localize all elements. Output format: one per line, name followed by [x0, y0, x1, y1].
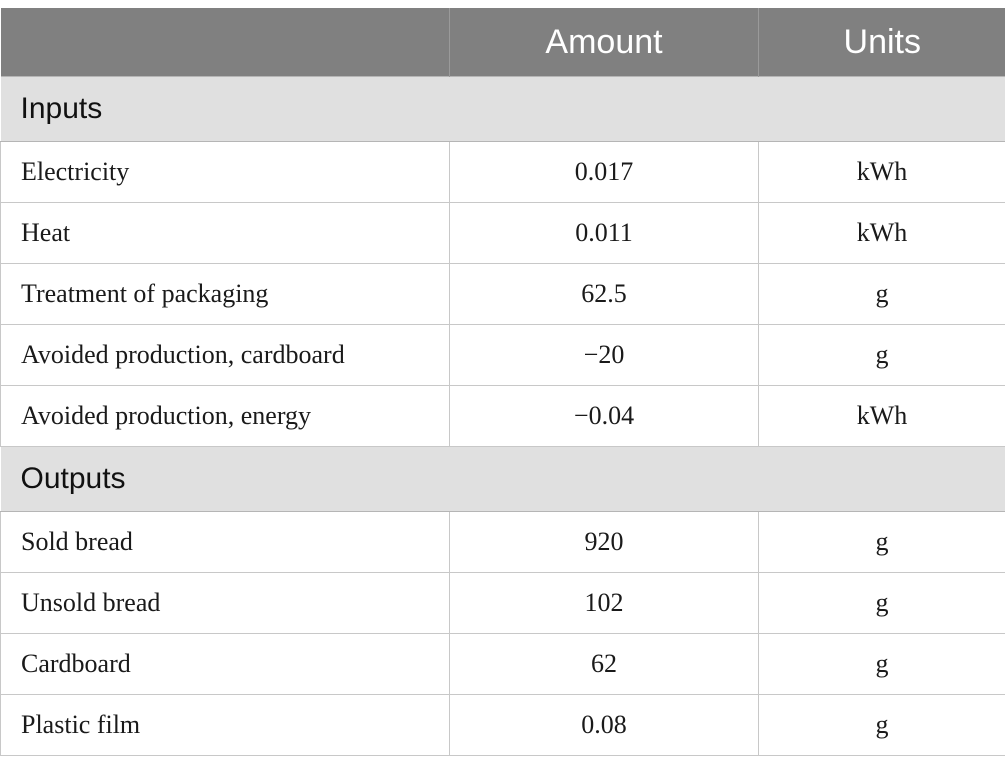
- row-amount: 0.08: [449, 694, 759, 756]
- table-row: Avoided production, energy −0.04 kWh: [0, 385, 1005, 447]
- row-label: Electricity: [0, 141, 450, 203]
- header-units: Units: [758, 8, 1005, 77]
- section-row-outputs: Outputs: [0, 446, 1005, 512]
- inventory-table: Amount Units Inputs Electricity 0.017 kW…: [0, 8, 1005, 756]
- table-row: Avoided production, cardboard −20 g: [0, 324, 1005, 386]
- header-row: Amount Units: [0, 8, 1005, 77]
- table-row: Cardboard 62 g: [0, 633, 1005, 695]
- row-unit: g: [758, 572, 1005, 634]
- row-label: Cardboard: [0, 633, 450, 695]
- table-row: Sold bread 920 g: [0, 511, 1005, 573]
- row-unit: kWh: [758, 202, 1005, 264]
- table-row: Unsold bread 102 g: [0, 572, 1005, 634]
- table-row: Heat 0.011 kWh: [0, 202, 1005, 264]
- row-unit: g: [758, 511, 1005, 573]
- row-amount: −20: [449, 324, 759, 386]
- table-row: Electricity 0.017 kWh: [0, 141, 1005, 203]
- row-unit: g: [758, 324, 1005, 386]
- section-title-inputs: Inputs: [0, 76, 1005, 142]
- header-blank-cell: [0, 8, 450, 77]
- row-label: Plastic film: [0, 694, 450, 756]
- row-amount: 0.011: [449, 202, 759, 264]
- row-amount: 0.017: [449, 141, 759, 203]
- header-amount: Amount: [449, 8, 759, 77]
- section-row-inputs: Inputs: [0, 76, 1005, 142]
- row-label: Treatment of packaging: [0, 263, 450, 325]
- table-body: Inputs Electricity 0.017 kWh Heat 0.011 …: [0, 76, 1005, 756]
- section-title-outputs: Outputs: [0, 446, 1005, 512]
- row-unit: g: [758, 263, 1005, 325]
- table-row: Treatment of packaging 62.5 g: [0, 263, 1005, 325]
- table-header: Amount Units: [0, 8, 1005, 77]
- row-amount: 62: [449, 633, 759, 695]
- row-amount: 62.5: [449, 263, 759, 325]
- row-unit: kWh: [758, 141, 1005, 203]
- row-amount: 102: [449, 572, 759, 634]
- row-label: Avoided production, energy: [0, 385, 450, 447]
- row-amount: 920: [449, 511, 759, 573]
- row-label: Heat: [0, 202, 450, 264]
- row-unit: kWh: [758, 385, 1005, 447]
- row-label: Avoided production, cardboard: [0, 324, 450, 386]
- row-amount: −0.04: [449, 385, 759, 447]
- row-label: Sold bread: [0, 511, 450, 573]
- row-label: Unsold bread: [0, 572, 450, 634]
- row-unit: g: [758, 633, 1005, 695]
- row-unit: g: [758, 694, 1005, 756]
- table-row: Plastic film 0.08 g: [0, 694, 1005, 756]
